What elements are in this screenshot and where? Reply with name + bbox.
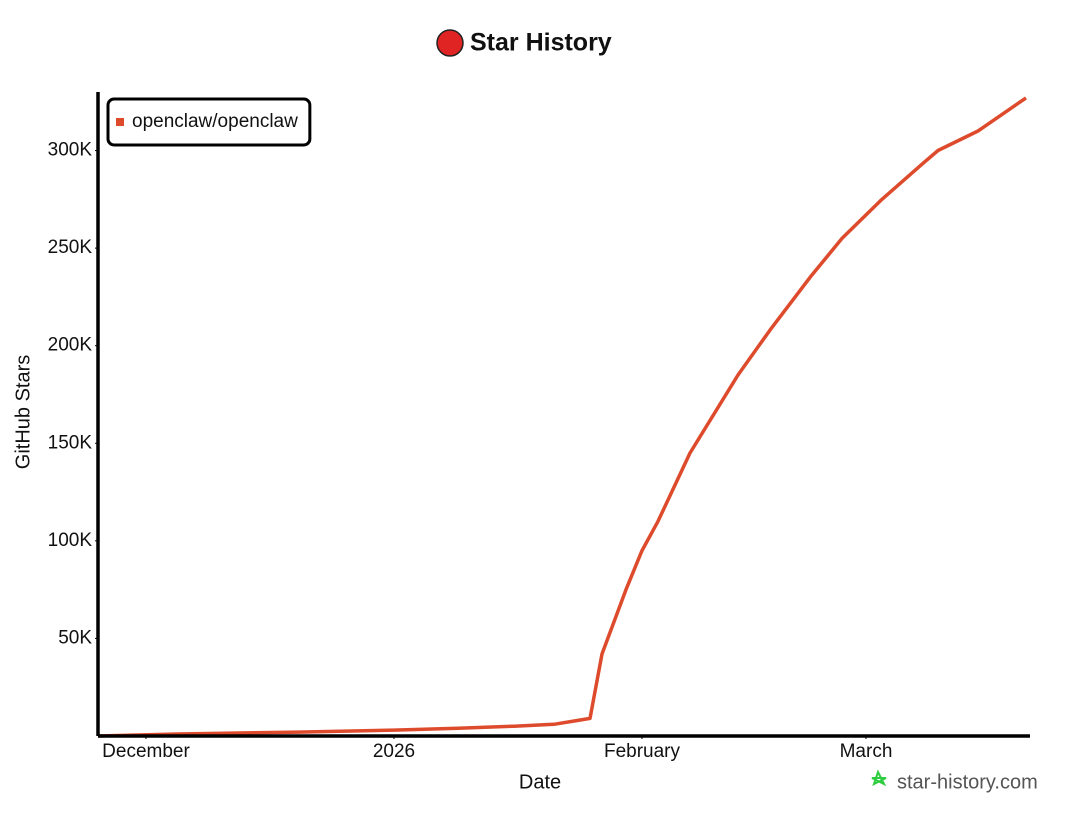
y-tick-label: 50K — [58, 627, 92, 648]
y-tick-label: 250K — [48, 237, 93, 258]
logo — [436, 29, 464, 57]
y-tick-label: 300K — [48, 140, 93, 161]
y-tick-label: 100K — [48, 530, 93, 551]
watermark-icon — [871, 769, 887, 787]
x-tick-label: 2026 — [373, 741, 415, 762]
legend-box — [106, 97, 312, 147]
x-axis-label: Date — [519, 771, 561, 793]
x-tick-label: March — [840, 741, 893, 762]
x-tick-label: December — [102, 741, 190, 762]
legend-label: openclaw/openclaw — [132, 111, 298, 132]
series-line — [97, 96, 1027, 738]
y-tick-label: 150K — [48, 432, 93, 453]
chart-title: Star History — [470, 29, 612, 57]
y-tick-label: 200K — [48, 335, 93, 356]
watermark: star-history.com — [897, 771, 1038, 793]
y-axis-label: GitHub Stars — [12, 355, 34, 469]
x-tick-label: February — [604, 741, 681, 762]
legend-swatch — [116, 118, 124, 126]
